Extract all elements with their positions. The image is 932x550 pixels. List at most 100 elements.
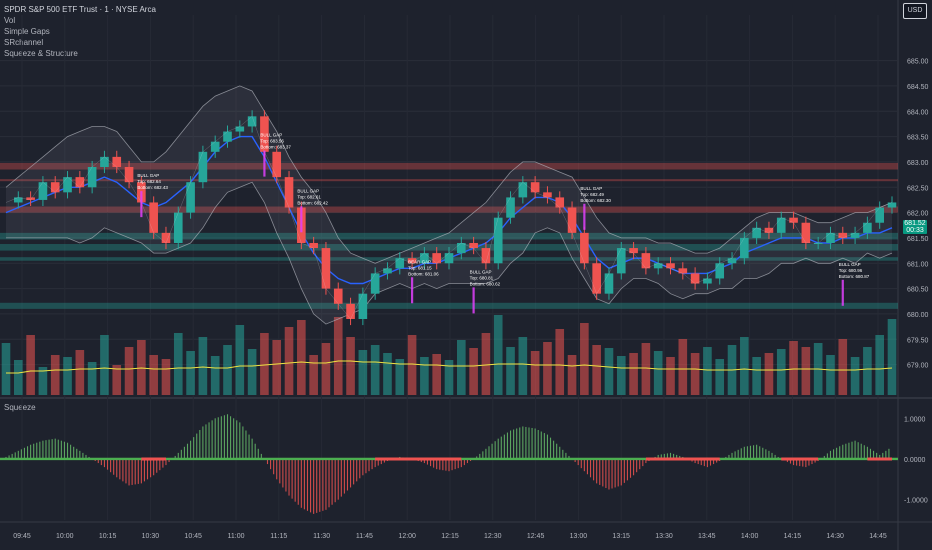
gap-label-line: BULL GAP [137, 173, 159, 178]
candle-body [235, 126, 245, 132]
volume-bar [321, 343, 331, 395]
candle-body [703, 278, 712, 284]
volume-bar [260, 333, 269, 395]
candle-body [100, 156, 109, 167]
gap-label-line: Bottom: 680.62 [470, 281, 501, 286]
volume-bar [555, 329, 565, 395]
volume-bar [469, 348, 478, 395]
gap-label-line: BULL GAP [839, 262, 861, 267]
volume-bar [75, 350, 85, 395]
sr-zone [0, 179, 898, 182]
volume-bar [100, 335, 109, 395]
candle-body [850, 232, 860, 238]
candle-body [764, 227, 774, 233]
indicator-srchannel[interactable]: SRchannel [4, 38, 44, 47]
volume-bar [641, 343, 651, 395]
volume-bars [1, 315, 897, 395]
candle-body [776, 217, 786, 233]
volume-bar [297, 320, 306, 395]
candle-body [198, 151, 208, 183]
volume-bar [863, 347, 872, 395]
volume-bar [580, 323, 589, 395]
volume-bar [247, 349, 257, 395]
gap-label-line: Top: 680.96 [839, 268, 863, 273]
indicator-vol[interactable]: Vol [4, 16, 16, 25]
candle-body [13, 197, 23, 203]
volume-bar [506, 347, 515, 395]
volume-bar [444, 360, 454, 395]
volume-bar [309, 355, 318, 395]
volume-bar [370, 345, 380, 395]
candle-body [149, 202, 158, 233]
candle-body [420, 253, 429, 264]
volume-bar [752, 357, 761, 395]
volume-bar [186, 351, 195, 395]
gap-label-line: Bottom: 683.37 [260, 145, 291, 150]
candle-body [444, 253, 454, 264]
gap-label-line: BEAR GAP [408, 259, 431, 264]
candle-body [604, 273, 614, 294]
candle-body [284, 177, 294, 208]
price-tick-label: 683.50 [907, 135, 929, 142]
volume-bar [653, 351, 663, 395]
candle-body [801, 222, 811, 243]
last-price-label: 681.52 00:33 [903, 220, 927, 234]
candle-body [186, 182, 195, 213]
time-tick-label: 14:15 [784, 533, 802, 540]
currency-badge[interactable]: USD [903, 3, 927, 19]
volume-bar [149, 355, 158, 395]
volume-bar [629, 353, 638, 395]
candle-body [124, 167, 134, 183]
volume-bar [420, 357, 429, 395]
candle-body [875, 207, 885, 223]
price-tick-label: 679.50 [907, 337, 929, 344]
time-tick-label: 11:15 [270, 533, 287, 540]
volume-bar [715, 359, 725, 395]
volume-bar [850, 357, 860, 395]
volume-bar [838, 339, 848, 395]
indicator-squeeze-structure[interactable]: Squeeze & Structure [4, 49, 78, 58]
volume-bar [875, 335, 885, 395]
candle-body [592, 263, 601, 294]
price-tick-label: 683.00 [907, 160, 929, 167]
volume-bar [137, 340, 146, 395]
symbol-title[interactable]: SPDR S&P 500 ETF Trust · 1 · NYSE Arca [4, 5, 156, 14]
gap-label-line: Bottom: 680.87 [839, 274, 870, 279]
volume-bar [666, 357, 675, 395]
price-tick-label: 682.50 [907, 185, 929, 192]
candle-body [555, 197, 565, 208]
candle-body [616, 248, 626, 274]
time-tick-label: 12:15 [441, 533, 459, 540]
gap-label-line: Top: 683.56 [260, 139, 284, 144]
time-tick-label: 10:30 [142, 533, 160, 540]
price-tick-label: 682.00 [907, 211, 929, 218]
sr-zone [0, 232, 898, 240]
candle-body [567, 207, 577, 233]
bollinger-lower [6, 181, 893, 325]
volume-bar [592, 345, 601, 395]
time-tick-label: 13:45 [698, 533, 716, 540]
time-tick-label: 13:00 [570, 533, 588, 540]
candle-body [358, 293, 368, 319]
volume-bar [50, 355, 60, 395]
indicator-simple-gaps[interactable]: Simple Gaps [4, 27, 50, 36]
volume-ma-line [6, 360, 893, 374]
volume-bar [210, 356, 220, 395]
gap-label-line: Top: 682.61 [297, 194, 321, 199]
candle-body [370, 273, 380, 294]
volume-bar [333, 317, 343, 395]
time-tick-label: 12:30 [484, 533, 502, 540]
gap-label-line: BULL GAP [580, 186, 602, 191]
price-tick-label: 684.00 [907, 109, 929, 116]
candle-body [506, 197, 515, 218]
squeeze-pane-title[interactable]: Squeeze [4, 403, 36, 412]
candle-body [789, 217, 798, 223]
volume-bar [678, 339, 688, 395]
candle-body [407, 258, 417, 264]
bollinger-upper [5, 85, 893, 264]
candle-body [260, 116, 269, 152]
volume-bar [764, 353, 774, 395]
price-tick-label: 681.00 [907, 261, 929, 268]
